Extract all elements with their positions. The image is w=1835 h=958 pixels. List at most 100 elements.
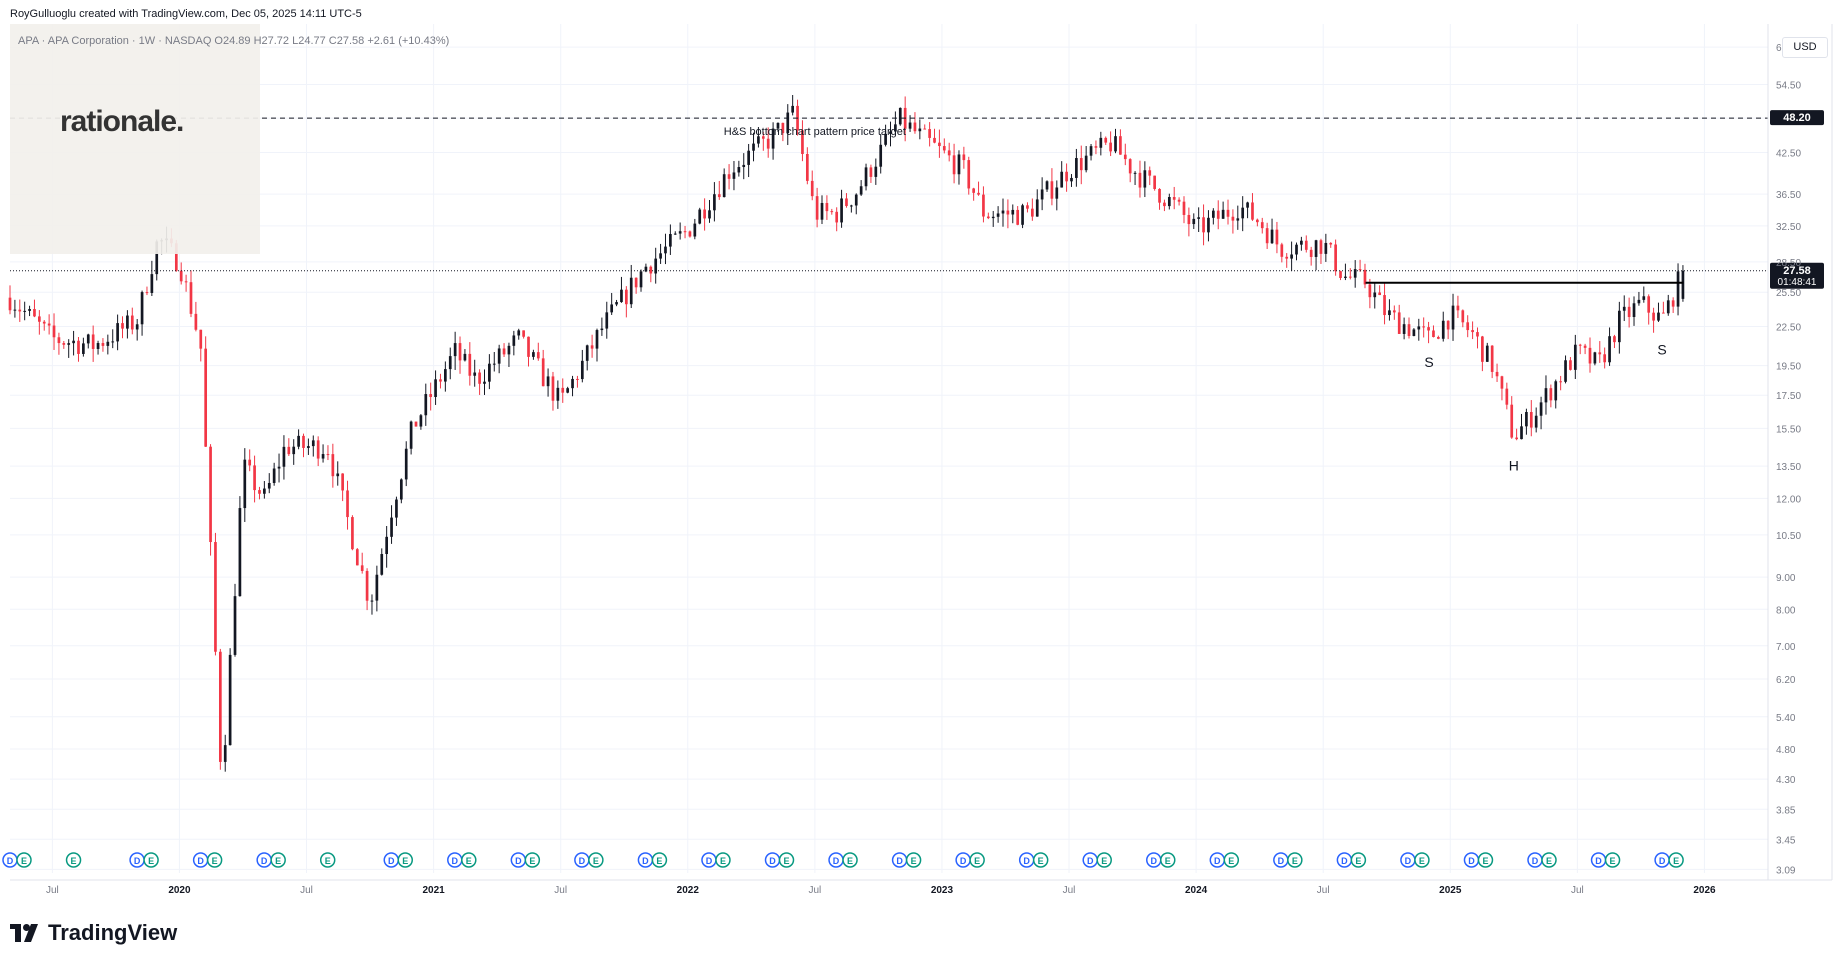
symbol-info[interactable]: APA · APA Corporation · 1W · NASDAQ O24.… <box>18 35 450 47</box>
candle-body <box>272 468 276 483</box>
candle-body <box>1622 306 1626 311</box>
earnings-event-icon[interactable] <box>1477 852 1494 868</box>
candle-body <box>223 745 227 762</box>
candle-body <box>634 277 638 288</box>
candle-body <box>1603 354 1607 363</box>
candle-body <box>1153 175 1156 189</box>
candle-body <box>434 379 437 398</box>
candle-body <box>1339 271 1342 278</box>
candle-body <box>1202 217 1205 233</box>
currency-button[interactable]: USD <box>1782 37 1828 58</box>
candle-body <box>1627 306 1631 318</box>
candle-body <box>576 378 579 380</box>
candle-body <box>840 198 843 223</box>
earnings-event-icon[interactable] <box>1541 852 1557 868</box>
earnings-event-icon[interactable] <box>461 852 477 868</box>
candle-body <box>1392 310 1396 313</box>
price-tick-label: 9.00 <box>1776 573 1796 584</box>
earnings-event-icon[interactable] <box>1032 852 1049 868</box>
earnings-event-icon[interactable] <box>65 852 82 868</box>
candle-body <box>468 353 472 376</box>
candle-body <box>918 128 922 132</box>
candle-body <box>1006 210 1010 215</box>
candle-body <box>1089 146 1093 156</box>
candle-body <box>155 241 159 275</box>
candle-body <box>292 446 296 455</box>
candle-body <box>62 343 66 345</box>
candle-body <box>1515 437 1518 440</box>
time-tick-label: 2024 <box>1185 885 1208 896</box>
candle-body <box>869 167 873 177</box>
event-code: D <box>833 856 840 866</box>
candle-body <box>585 345 589 361</box>
candle-body <box>140 292 144 325</box>
candle-body <box>766 138 770 149</box>
candle-body <box>1490 345 1494 372</box>
candle-body <box>815 196 819 220</box>
earnings-event-icon[interactable] <box>842 852 858 868</box>
tradingview-brand[interactable]: TradingView <box>10 920 177 946</box>
candle-body <box>478 372 481 384</box>
candle-body <box>218 651 222 762</box>
earnings-event-icon[interactable] <box>715 852 731 868</box>
price-tick-label: 8.00 <box>1776 605 1796 616</box>
price-tick-label: 3.09 <box>1776 865 1796 876</box>
time-tick-label: 2026 <box>1693 885 1716 896</box>
earnings-event-icon[interactable] <box>270 852 286 868</box>
candle-body <box>610 304 614 313</box>
earnings-event-icon[interactable] <box>1414 852 1430 868</box>
candle-body <box>1446 320 1450 330</box>
candle-body <box>688 231 692 237</box>
event-code: E <box>148 856 154 866</box>
earnings-event-icon[interactable] <box>206 852 223 868</box>
earnings-event-icon[interactable] <box>651 852 668 868</box>
earnings-event-icon[interactable] <box>1287 852 1303 868</box>
candle-body <box>693 223 697 237</box>
candle-body <box>629 277 633 305</box>
candle-body <box>91 334 95 349</box>
earnings-event-icon[interactable] <box>969 852 985 868</box>
candle-body <box>507 345 511 355</box>
candle-body <box>551 376 555 401</box>
candle-body <box>1123 154 1127 160</box>
candle-body <box>199 329 203 349</box>
candle-body <box>1304 240 1308 250</box>
candle-body <box>33 309 36 317</box>
candle-body <box>923 128 927 130</box>
earnings-event-icon[interactable] <box>319 852 336 868</box>
candle-body <box>517 330 521 336</box>
earnings-event-icon[interactable] <box>778 852 795 868</box>
candle-body <box>1642 296 1646 300</box>
candle-body <box>204 348 208 447</box>
earnings-event-icon[interactable] <box>1096 852 1112 868</box>
earnings-event-icon[interactable] <box>588 852 604 868</box>
earnings-event-icon[interactable] <box>524 852 541 868</box>
candle-body <box>615 302 618 305</box>
candle-body <box>1466 322 1470 331</box>
candle-body <box>820 202 824 220</box>
candle-body <box>708 210 711 219</box>
time-tick-label: Jul <box>554 885 567 896</box>
candle-body <box>228 654 232 746</box>
earnings-event-icon[interactable] <box>143 852 159 868</box>
earnings-event-icon[interactable] <box>1668 852 1684 868</box>
candle-body <box>1265 228 1269 244</box>
candle-body <box>1094 146 1098 148</box>
candle-body <box>209 446 212 543</box>
earnings-event-icon[interactable] <box>905 852 922 868</box>
earnings-event-icon[interactable] <box>1604 852 1621 868</box>
candle-body <box>1060 171 1064 188</box>
candle-body <box>1031 208 1034 217</box>
earnings-event-icon[interactable] <box>1350 852 1367 868</box>
earnings-event-icon[interactable] <box>1223 852 1240 868</box>
candle-body <box>346 490 349 518</box>
earnings-event-icon[interactable] <box>397 852 414 868</box>
candle-body <box>38 316 41 322</box>
earnings-event-icon[interactable] <box>16 852 32 868</box>
price-label-box <box>1770 110 1824 126</box>
candle-body <box>1554 381 1558 401</box>
candle-body <box>850 205 853 207</box>
earnings-event-icon[interactable] <box>1160 852 1176 868</box>
